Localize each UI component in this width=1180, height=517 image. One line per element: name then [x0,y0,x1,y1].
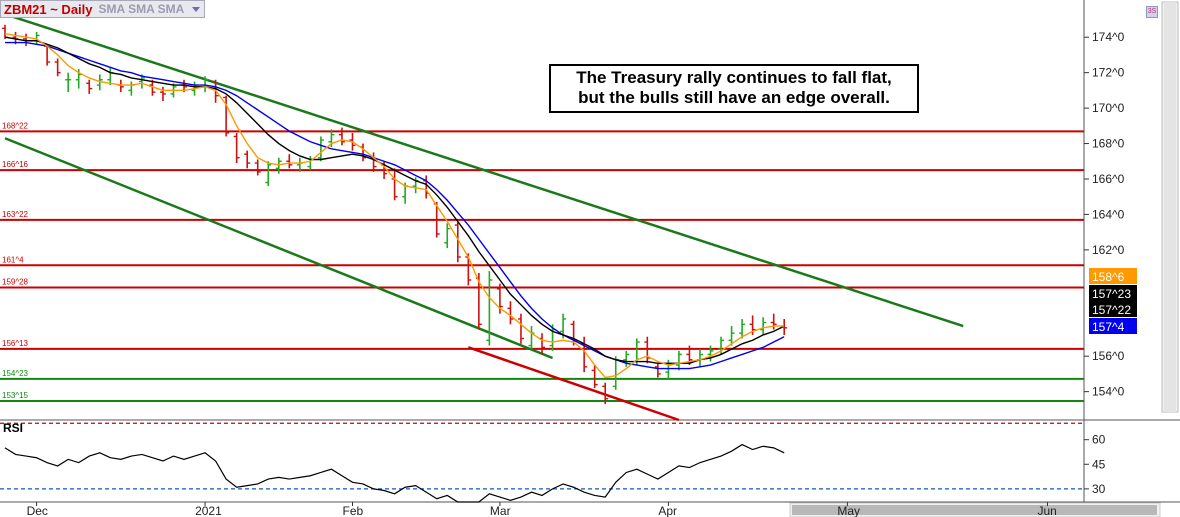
price-tick-label-0: 174^0 [1092,30,1125,44]
time-tick-label-2: Feb [342,504,363,517]
price-bar [360,143,367,162]
level-label-3: 161^4 [2,255,24,264]
price-bar [223,95,230,137]
last-value-label-0: 158^6 [1092,270,1125,284]
price-bar [675,350,682,371]
symbol-header[interactable]: ZBM21 ~ Daily SMA SMA SMA [0,0,206,18]
price-bar [528,326,535,350]
time-tick-label-3: Mar [490,504,511,517]
price-bar [265,161,272,187]
last-value-tag-0 [1089,268,1137,284]
price-bar [517,313,524,344]
level-label-5: 156^13 [2,339,29,348]
price-bar [128,81,135,96]
level-label-0: 168^22 [2,121,29,130]
price-bar [233,132,240,164]
last-value-tag-1 [1089,285,1137,301]
price-tick-label-4: 166^0 [1092,172,1125,186]
price-bar [117,79,124,93]
price-tick-label-1: 172^0 [1092,66,1125,80]
price-tick-label-3: 168^0 [1092,137,1125,151]
trendline-1 [4,137,554,360]
chevron-down-icon[interactable] [192,6,201,12]
price-bar [338,127,345,146]
chart-annotation: The Treasury rally continues to fall fla… [549,64,919,113]
price-bar [391,168,398,201]
symbol-label: ZBM21 ~ Daily [4,1,93,17]
price-bar [486,271,493,346]
sma-mid-line [4,36,785,364]
time-scrollbar-thumb [792,505,1157,515]
price-bar [770,313,777,330]
rsi-tick-label-2: 30 [1092,482,1106,496]
sma-fast-line [4,32,785,379]
time-tick-label-1: 2021 [195,504,222,517]
time-tick-label-4: Apr [658,504,677,517]
trendline-2 [467,346,680,422]
last-value-label-2: 157^22 [1092,303,1131,317]
annotation-line-1: The Treasury rally continues to fall fla… [576,68,892,87]
level-label-4: 159^28 [2,277,29,286]
price-bar [760,317,767,335]
trendline-0 [4,12,964,328]
level-label-1: 166^16 [2,160,29,169]
price-tick-label-8: 154^0 [1092,385,1125,399]
last-value-tag-2 [1089,301,1137,317]
rsi-tick-label-1: 45 [1092,457,1106,471]
price-bar [507,301,514,325]
last-value-label-1: 157^23 [1092,287,1131,301]
price-bar [317,136,324,162]
last-value-label-3: 157^4 [1092,320,1125,334]
price-bar [86,79,93,94]
price-bar [454,221,461,263]
price-bar [623,350,630,367]
price-tick-label-6: 162^0 [1092,243,1125,257]
time-tick-label-0: Dec [27,504,48,517]
price-bar [444,223,451,249]
level-label-7: 153^15 [2,391,29,400]
rsi-line [4,443,785,503]
time-tick-label-6: Jun [1037,504,1056,517]
annotation-line-2: but the bulls still have an edge overall… [578,88,890,107]
price-bar [707,345,714,362]
price-bar [286,154,293,169]
level-label-6: 154^23 [2,369,29,378]
price-scrollbar-thumb [1164,2,1176,412]
studies-label: SMA SMA SMA [98,2,185,16]
price-tick-label-5: 164^0 [1092,207,1125,221]
price-bar [654,363,661,378]
price-bar [254,159,261,176]
price-bar [65,72,72,93]
price-bar [149,79,156,96]
price-tick-label-2: 170^0 [1092,101,1125,115]
last-value-tag-3 [1089,318,1137,334]
price-bar [159,86,166,102]
price-bar [244,150,251,169]
price-bar [54,58,61,77]
price-bar [539,333,546,355]
price-tick-label-7: 156^0 [1092,349,1125,363]
price-bar [275,157,282,174]
chart-settings-icon[interactable]: 3S [1146,6,1158,18]
price-bar [612,356,619,390]
price-bar [696,349,703,367]
price-bar [728,326,735,346]
price-bar [602,382,609,405]
price-bar [644,336,651,364]
rsi-label: RSI [3,421,23,435]
time-tick-label-5: May [837,504,860,517]
price-bar [739,318,746,339]
rsi-tick-label-0: 60 [1092,433,1106,447]
level-label-2: 163^22 [2,210,29,219]
sma-slow-line [5,41,785,370]
price-bar [591,365,598,389]
price-bar [96,74,103,91]
